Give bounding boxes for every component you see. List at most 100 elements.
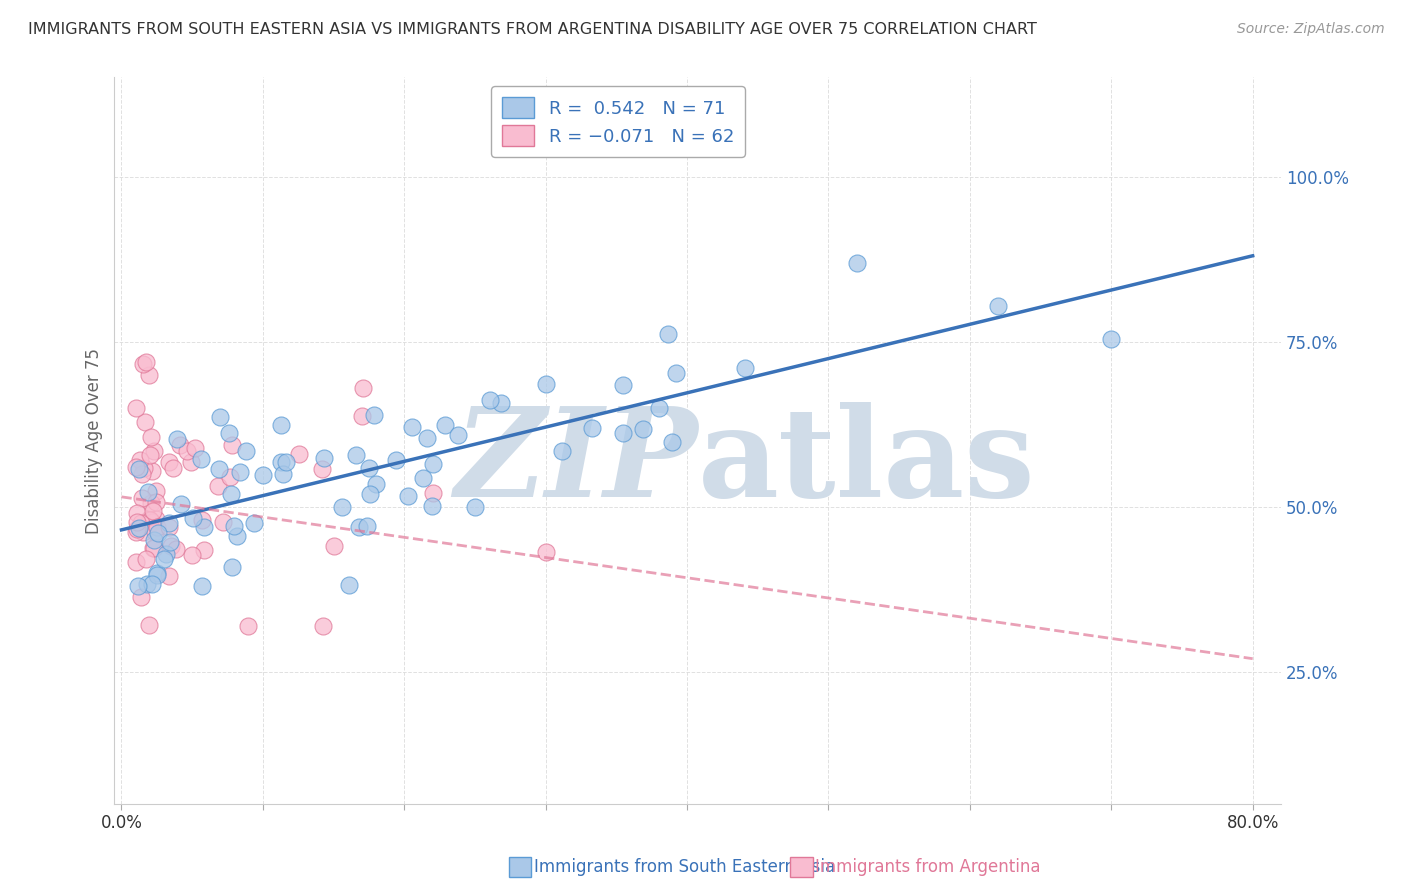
Point bbox=[138, 617, 160, 632]
Point bbox=[157, 569, 180, 583]
Point bbox=[166, 432, 188, 446]
Point bbox=[242, 516, 264, 530]
Point bbox=[143, 533, 166, 548]
Point bbox=[157, 516, 180, 530]
Point bbox=[349, 519, 371, 533]
Point bbox=[145, 512, 167, 526]
Point bbox=[125, 401, 148, 415]
Point bbox=[142, 443, 165, 458]
Point bbox=[132, 525, 155, 540]
Text: IMMIGRANTS FROM SOUTH EASTERN ASIA VS IMMIGRANTS FROM ARGENTINA DISABILITY AGE O: IMMIGRANTS FROM SOUTH EASTERN ASIA VS IM… bbox=[28, 22, 1038, 37]
Point bbox=[235, 444, 257, 458]
Point bbox=[146, 566, 169, 581]
Point bbox=[131, 491, 153, 505]
Point bbox=[136, 576, 159, 591]
Point bbox=[350, 409, 373, 423]
Point bbox=[143, 524, 166, 539]
Point bbox=[138, 512, 160, 526]
Point bbox=[146, 567, 169, 582]
Point bbox=[416, 431, 439, 445]
Point bbox=[145, 484, 167, 499]
Point bbox=[344, 449, 367, 463]
Point bbox=[207, 479, 229, 493]
Point bbox=[274, 455, 297, 469]
Point bbox=[127, 515, 149, 529]
Point bbox=[612, 378, 634, 392]
Point bbox=[412, 471, 434, 485]
Point bbox=[359, 486, 381, 500]
Point bbox=[311, 462, 333, 476]
Point bbox=[288, 447, 311, 461]
Point bbox=[270, 417, 292, 432]
Point bbox=[129, 516, 152, 530]
Point bbox=[135, 355, 157, 369]
Point bbox=[464, 500, 486, 514]
Point bbox=[145, 494, 167, 508]
Point bbox=[434, 418, 457, 433]
Point bbox=[665, 366, 688, 380]
Point bbox=[209, 410, 232, 425]
Point bbox=[162, 460, 184, 475]
Legend: R =  0.542   N = 71, R = −0.071   N = 62: R = 0.542 N = 71, R = −0.071 N = 62 bbox=[491, 87, 745, 157]
Point bbox=[141, 576, 163, 591]
Point bbox=[155, 547, 177, 561]
Point bbox=[396, 489, 419, 503]
Point bbox=[159, 539, 181, 553]
Y-axis label: Disability Age Over 75: Disability Age Over 75 bbox=[86, 348, 103, 533]
Point bbox=[157, 519, 180, 533]
Point bbox=[987, 299, 1010, 313]
Point bbox=[270, 455, 292, 469]
Point bbox=[229, 465, 252, 479]
Point bbox=[534, 545, 557, 559]
Point bbox=[330, 500, 353, 515]
Point bbox=[422, 486, 444, 500]
Point bbox=[191, 579, 214, 593]
Point bbox=[135, 552, 157, 566]
Point bbox=[312, 618, 335, 632]
Point bbox=[218, 470, 240, 484]
Point bbox=[136, 485, 159, 500]
Point bbox=[1099, 332, 1122, 346]
Point bbox=[364, 477, 387, 491]
Point bbox=[181, 548, 204, 562]
Point bbox=[447, 428, 470, 442]
Point bbox=[191, 513, 214, 527]
Point bbox=[337, 578, 360, 592]
Point bbox=[631, 422, 654, 436]
Text: Immigrants from Argentina: Immigrants from Argentina bbox=[815, 858, 1040, 876]
Point bbox=[146, 519, 169, 533]
Point bbox=[612, 425, 634, 440]
Point bbox=[157, 455, 180, 469]
Point bbox=[125, 506, 148, 520]
Point bbox=[129, 591, 152, 605]
Point bbox=[352, 381, 374, 395]
Point bbox=[422, 457, 444, 471]
Point bbox=[141, 430, 163, 444]
Point bbox=[648, 401, 671, 415]
Text: Source: ZipAtlas.com: Source: ZipAtlas.com bbox=[1237, 22, 1385, 37]
Point bbox=[212, 515, 235, 529]
Point bbox=[165, 542, 187, 557]
Point bbox=[153, 552, 176, 566]
Point bbox=[127, 579, 149, 593]
Point bbox=[128, 521, 150, 535]
Point bbox=[176, 443, 198, 458]
Text: Immigrants from South Eastern Asia: Immigrants from South Eastern Asia bbox=[534, 858, 835, 876]
Point bbox=[139, 496, 162, 510]
Point bbox=[218, 425, 240, 440]
Point bbox=[479, 393, 502, 408]
Point bbox=[193, 520, 215, 534]
Point bbox=[129, 453, 152, 467]
Point bbox=[208, 462, 231, 476]
Point bbox=[138, 368, 160, 383]
Point bbox=[385, 453, 408, 467]
Point bbox=[142, 504, 165, 518]
Point bbox=[125, 522, 148, 536]
Point bbox=[125, 555, 148, 569]
Point bbox=[170, 497, 193, 511]
Point bbox=[159, 534, 181, 549]
Point bbox=[534, 377, 557, 392]
Point bbox=[131, 467, 153, 481]
Point bbox=[143, 541, 166, 555]
Point bbox=[661, 434, 683, 449]
